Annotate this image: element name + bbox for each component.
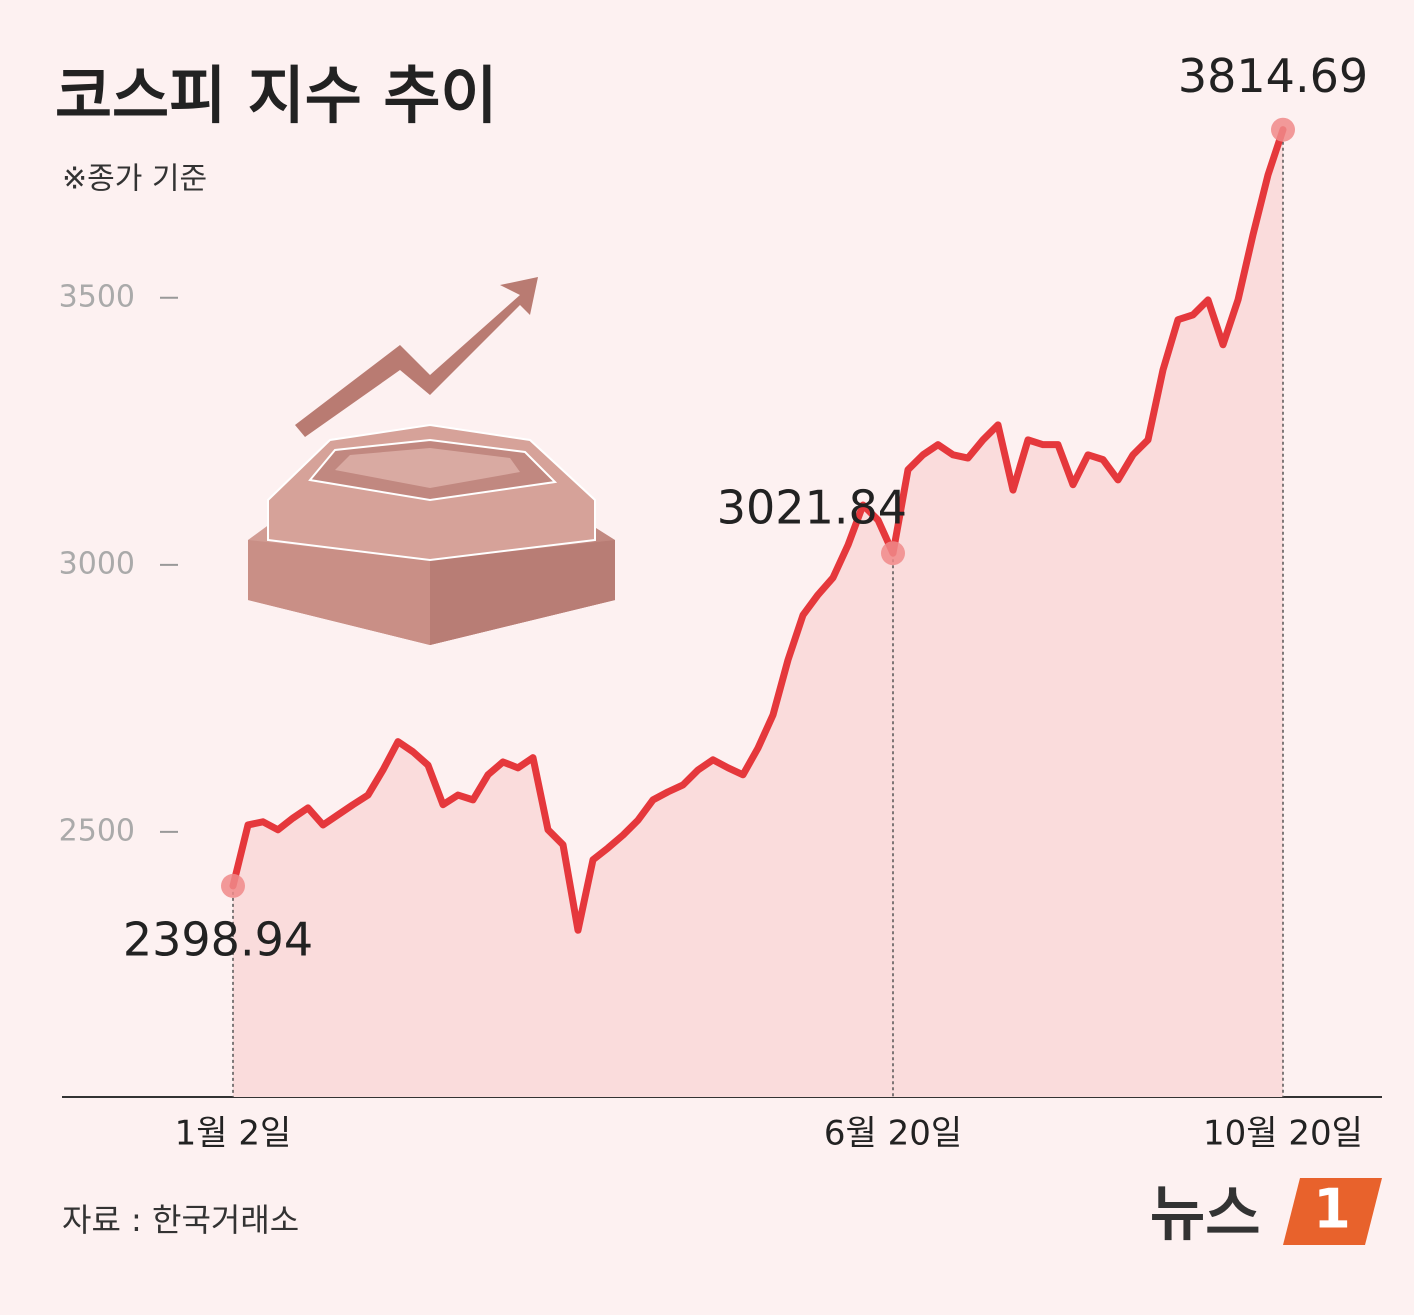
value-label: 3021.84 [717, 481, 907, 535]
highlight-point [881, 541, 905, 566]
line [229, 126, 1287, 934]
x-tick-label: 6월 20일 [824, 1114, 962, 1154]
brand-badge [1283, 1178, 1382, 1245]
source: 자료 : 한국거래소 [62, 1201, 299, 1239]
chart-subtitle: ※종가 기준 [62, 162, 207, 197]
area [233, 129, 1283, 1098]
x-tick-label: 10월 20일 [1203, 1114, 1363, 1154]
y-tick-label: 3500 [59, 279, 135, 314]
chart-title: 코스피 지수 추이 [55, 59, 497, 132]
y-tick-label: 3000 [59, 546, 135, 581]
value-label: 2398.94 [123, 912, 313, 966]
x-tick-label: 1월 2일 [175, 1114, 292, 1154]
illustration [248, 277, 615, 645]
brand-badge-text: 1 [1313, 1178, 1351, 1241]
value-label: 3814.69 [1178, 49, 1368, 103]
highlight-point [221, 873, 245, 898]
brand-text: 뉴스 [1150, 1180, 1260, 1250]
y-tick-label: 2500 [59, 813, 135, 848]
highlight-point [1271, 117, 1295, 142]
brand-logo: 뉴스 1 [1150, 1178, 1382, 1250]
